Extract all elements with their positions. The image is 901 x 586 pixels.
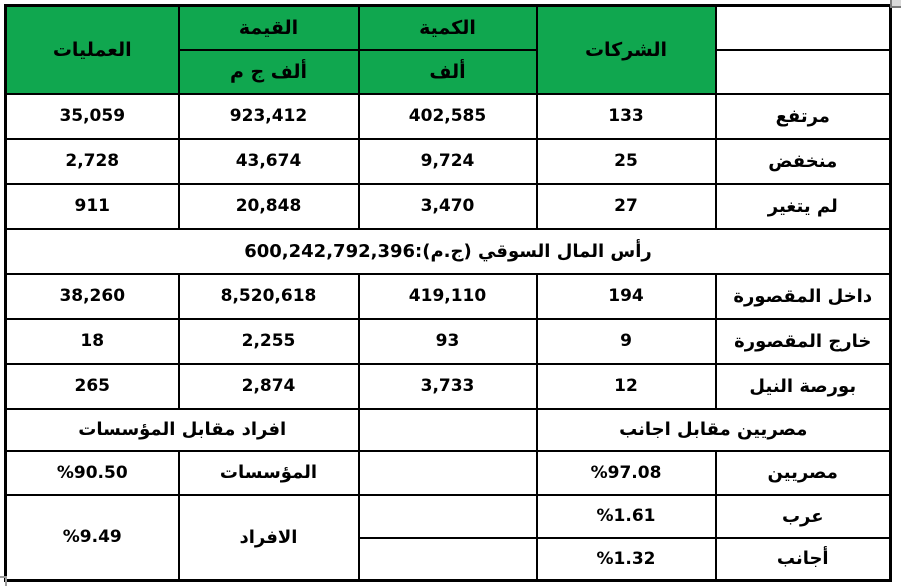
table-row-otc-market: خارج المقصورة 9 93 2,255 18 bbox=[4, 317, 892, 365]
row-label-advancers: مرتفع bbox=[714, 92, 892, 140]
unchanged-trades: 911 bbox=[4, 182, 180, 230]
main-market-companies: 194 bbox=[535, 272, 717, 320]
row-label-unchanged: لم يتغير bbox=[714, 182, 892, 230]
individuals-percentage: %9.49 bbox=[4, 493, 180, 582]
col-header-quantity-unit: ألف bbox=[357, 48, 538, 95]
decliners-trades: 2,728 bbox=[4, 137, 180, 185]
row-label-decliners: منخفض bbox=[714, 137, 892, 185]
object-anchor-icon bbox=[890, 0, 901, 8]
nationality-breakdown-header: مصريين مقابل اجانب bbox=[535, 407, 892, 452]
scrollbar-fragment-icon bbox=[0, 576, 7, 586]
table-row-main-market: داخل المقصورة 194 419,110 8,520,618 38,2… bbox=[4, 272, 892, 320]
decliners-companies: 25 bbox=[535, 137, 717, 185]
table-row-foreigners: أجانب %1.32 bbox=[6, 536, 892, 582]
row-label-egyptians: مصريين bbox=[714, 449, 892, 496]
empty-cell bbox=[357, 536, 538, 582]
advancers-value: 923,412 bbox=[177, 92, 360, 140]
row-label-arabs: عرب bbox=[714, 493, 892, 539]
col-header-value: القيمة bbox=[177, 4, 360, 51]
table-row-nile-exchange: بورصة النيل 12 3,733 2,874 265 bbox=[4, 362, 892, 410]
advancers-trades: 35,059 bbox=[4, 92, 180, 140]
decliners-value: 43,674 bbox=[177, 137, 360, 185]
empty-cell bbox=[357, 407, 538, 452]
row-label-nile-exchange: بورصة النيل bbox=[714, 362, 892, 410]
unchanged-quantity: 3,470 bbox=[357, 182, 538, 230]
row-label-institutions: المؤسسات bbox=[177, 449, 360, 496]
empty-cell bbox=[357, 449, 538, 496]
arabs-percentage: %1.61 bbox=[535, 493, 717, 539]
unchanged-value: 20,848 bbox=[177, 182, 360, 230]
nile-exchange-value: 2,874 bbox=[177, 362, 360, 410]
row-label-individuals: الافراد bbox=[177, 493, 360, 582]
foreigners-percentage: %1.32 bbox=[535, 536, 717, 582]
nile-exchange-trades: 265 bbox=[4, 362, 180, 410]
col-header-companies: الشركات bbox=[535, 4, 717, 95]
table-row-unchanged: لم يتغير 27 3,470 20,848 911 bbox=[4, 182, 892, 230]
unchanged-companies: 27 bbox=[535, 182, 717, 230]
investor-type-breakdown-header: افراد مقابل المؤسسات bbox=[4, 407, 360, 452]
market-summary-table: الشركات الكمية القيمة العمليات ألف ألف ج… bbox=[4, 4, 892, 582]
otc-market-companies: 9 bbox=[535, 317, 717, 365]
table-row-egyptians-institutions: مصريين %97.08 المؤسسات %90.50 bbox=[4, 449, 892, 496]
decliners-quantity: 9,724 bbox=[357, 137, 538, 185]
table-row-breakdown-headers: مصريين مقابل اجانب افراد مقابل المؤسسات bbox=[4, 407, 892, 452]
market-cap-cell: رأس المال السوقي (ج.م):600,242,792,396 bbox=[4, 227, 892, 275]
header-corner-cell-top bbox=[714, 4, 892, 51]
advancers-companies: 133 bbox=[535, 92, 717, 140]
nile-exchange-companies: 12 bbox=[535, 362, 717, 410]
otc-market-quantity: 93 bbox=[357, 317, 538, 365]
advancers-quantity: 402,585 bbox=[357, 92, 538, 140]
row-label-otc-market: خارج المقصورة bbox=[714, 317, 892, 365]
table-row-market-cap: رأس المال السوقي (ج.م):600,242,792,396 bbox=[4, 227, 892, 275]
table-row-decliners: منخفض 25 9,724 43,674 2,728 bbox=[4, 137, 892, 185]
table-row-arabs: عرب %1.61 الافراد %9.49 bbox=[4, 493, 892, 582]
otc-market-trades: 18 bbox=[4, 317, 180, 365]
egyptians-percentage: %97.08 bbox=[535, 449, 717, 496]
main-market-trades: 38,260 bbox=[4, 272, 180, 320]
otc-market-value: 2,255 bbox=[177, 317, 360, 365]
row-label-main-market: داخل المقصورة bbox=[714, 272, 892, 320]
institutions-percentage: %90.50 bbox=[4, 449, 180, 496]
col-header-quantity: الكمية bbox=[357, 4, 538, 51]
main-market-value: 8,520,618 bbox=[177, 272, 360, 320]
col-header-trades: العمليات bbox=[4, 4, 180, 95]
col-header-value-unit: ألف ج م bbox=[177, 48, 360, 95]
table-row-advancers: مرتفع 133 402,585 923,412 35,059 bbox=[4, 92, 892, 140]
main-market-quantity: 419,110 bbox=[357, 272, 538, 320]
nile-exchange-quantity: 3,733 bbox=[357, 362, 538, 410]
empty-cell bbox=[357, 493, 538, 539]
header-corner-cell-bottom bbox=[714, 48, 892, 95]
row-label-foreigners: أجانب bbox=[714, 536, 892, 582]
